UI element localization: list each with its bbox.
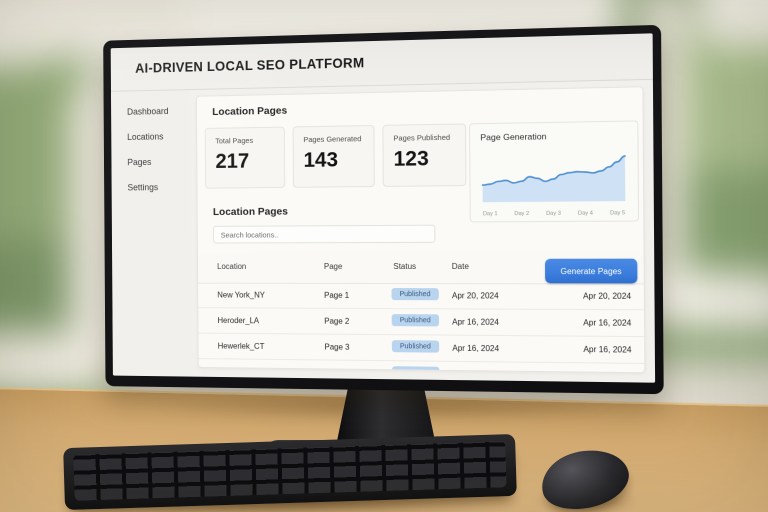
window-trim-top-right: [695, 0, 768, 45]
chart-x-label: Day 2: [514, 210, 530, 218]
monitor: AI-DRIVEN LOCAL SEO PLATFORM Dashboard L…: [103, 24, 664, 395]
location-pages-table: New York_NY Page 1 Published Apr 20, 202…: [198, 282, 645, 374]
date-cell: Apr 16, 2024: [452, 370, 499, 373]
sidebar-item[interactable]: Locations: [127, 131, 164, 142]
generate-pages-button[interactable]: Generate Pages: [545, 258, 638, 284]
stat-label: Pages Published: [393, 132, 451, 143]
page-cell: Page 3: [324, 342, 350, 352]
status-cell: Published: [392, 366, 440, 374]
status-cell: Published: [391, 288, 439, 301]
sidebar-item[interactable]: Settings: [127, 182, 159, 193]
dashboard-panel: Location Pages Total Pages 217: [195, 86, 646, 374]
keyboard-keys: [73, 441, 507, 501]
stat-value: 143: [303, 148, 339, 172]
stat-card: Total Pages 217: [204, 126, 286, 189]
sidebar: Dashboard Locations Pages Settings: [110, 90, 193, 377]
stat-value: 217: [215, 149, 250, 173]
date-cell: Apr 16, 2024: [452, 343, 500, 354]
search-input[interactable]: [213, 224, 436, 244]
chart-x-axis: Day 1 Day 2 Day 3 Day 4 Day 5: [483, 210, 625, 217]
window-sill-left: [0, 332, 105, 394]
page-cell: Page 2: [324, 316, 350, 326]
chart-x-label: Day 1: [482, 211, 498, 218]
location-cell: Hewerlek_CT: [217, 341, 265, 351]
page-generation-card: Page Generation: [469, 120, 640, 223]
chart-x-label: Day 3: [546, 210, 561, 217]
column-header: Status: [393, 261, 417, 272]
column-header: Date: [451, 261, 469, 272]
date-cell-secondary: Apr 16, 2024: [583, 344, 632, 355]
stat-card: Pages Generated 143: [292, 124, 375, 188]
sidebar-item[interactable]: Pages: [127, 157, 152, 168]
table-row[interactable]: New York_NY Page 1 Published Apr 20, 202…: [198, 282, 644, 311]
sidebar-item[interactable]: Dashboard: [126, 106, 169, 117]
chart-x-label: Day 4: [577, 210, 594, 217]
stat-value: 123: [393, 147, 429, 171]
stat-label: Pages Generated: [303, 134, 362, 145]
location-cell: Heroder_LA: [217, 316, 260, 326]
monitor-screen: AI-DRIVEN LOCAL SEO PLATFORM Dashboard L…: [110, 33, 656, 383]
location-cell: Plomont_AR: [217, 367, 262, 374]
chart-title: Page Generation: [480, 131, 547, 143]
date-cell-secondary: Apr 16, 2024: [583, 372, 631, 374]
page-cell: Page 1: [324, 290, 350, 300]
column-header: Page: [323, 262, 343, 271]
status-cell: Published: [391, 340, 439, 353]
status-badge: Published: [391, 340, 439, 353]
location-cell: New York_NY: [217, 290, 265, 300]
table-heading: Location Pages: [212, 205, 288, 219]
chart-x-label: Day 5: [610, 210, 626, 217]
status-badge: Published: [391, 314, 439, 327]
page-generation-chart: [479, 146, 628, 206]
stats-row: Total Pages 217 Pages Generated 143: [204, 123, 467, 189]
status-cell: Published: [391, 314, 439, 327]
column-header: Location: [217, 262, 247, 271]
table-row[interactable]: Heroder_LA Page 2 Published Apr 16, 2024…: [198, 308, 645, 338]
date-cell: Apr 16, 2024: [452, 317, 499, 327]
date-cell-secondary: Apr 16, 2024: [583, 318, 632, 328]
page-cell: Page 4: [324, 368, 350, 374]
overview-heading: Location Pages: [212, 104, 288, 119]
main-content: Location Pages Total Pages 217: [190, 79, 656, 383]
status-badge: Published: [391, 288, 439, 301]
app-title: AI-DRIVEN LOCAL SEO PLATFORM: [135, 55, 365, 76]
stat-card: Pages Published 123: [382, 123, 467, 187]
seo-platform-app: AI-DRIVEN LOCAL SEO PLATFORM Dashboard L…: [110, 33, 656, 383]
status-badge: Published: [392, 366, 440, 374]
date-cell-secondary: Apr 20, 2024: [582, 291, 632, 301]
date-cell: Apr 20, 2024: [451, 291, 499, 301]
app-body: Dashboard Locations Pages Settings Locat…: [110, 79, 656, 383]
stat-label: Total Pages: [215, 135, 254, 146]
